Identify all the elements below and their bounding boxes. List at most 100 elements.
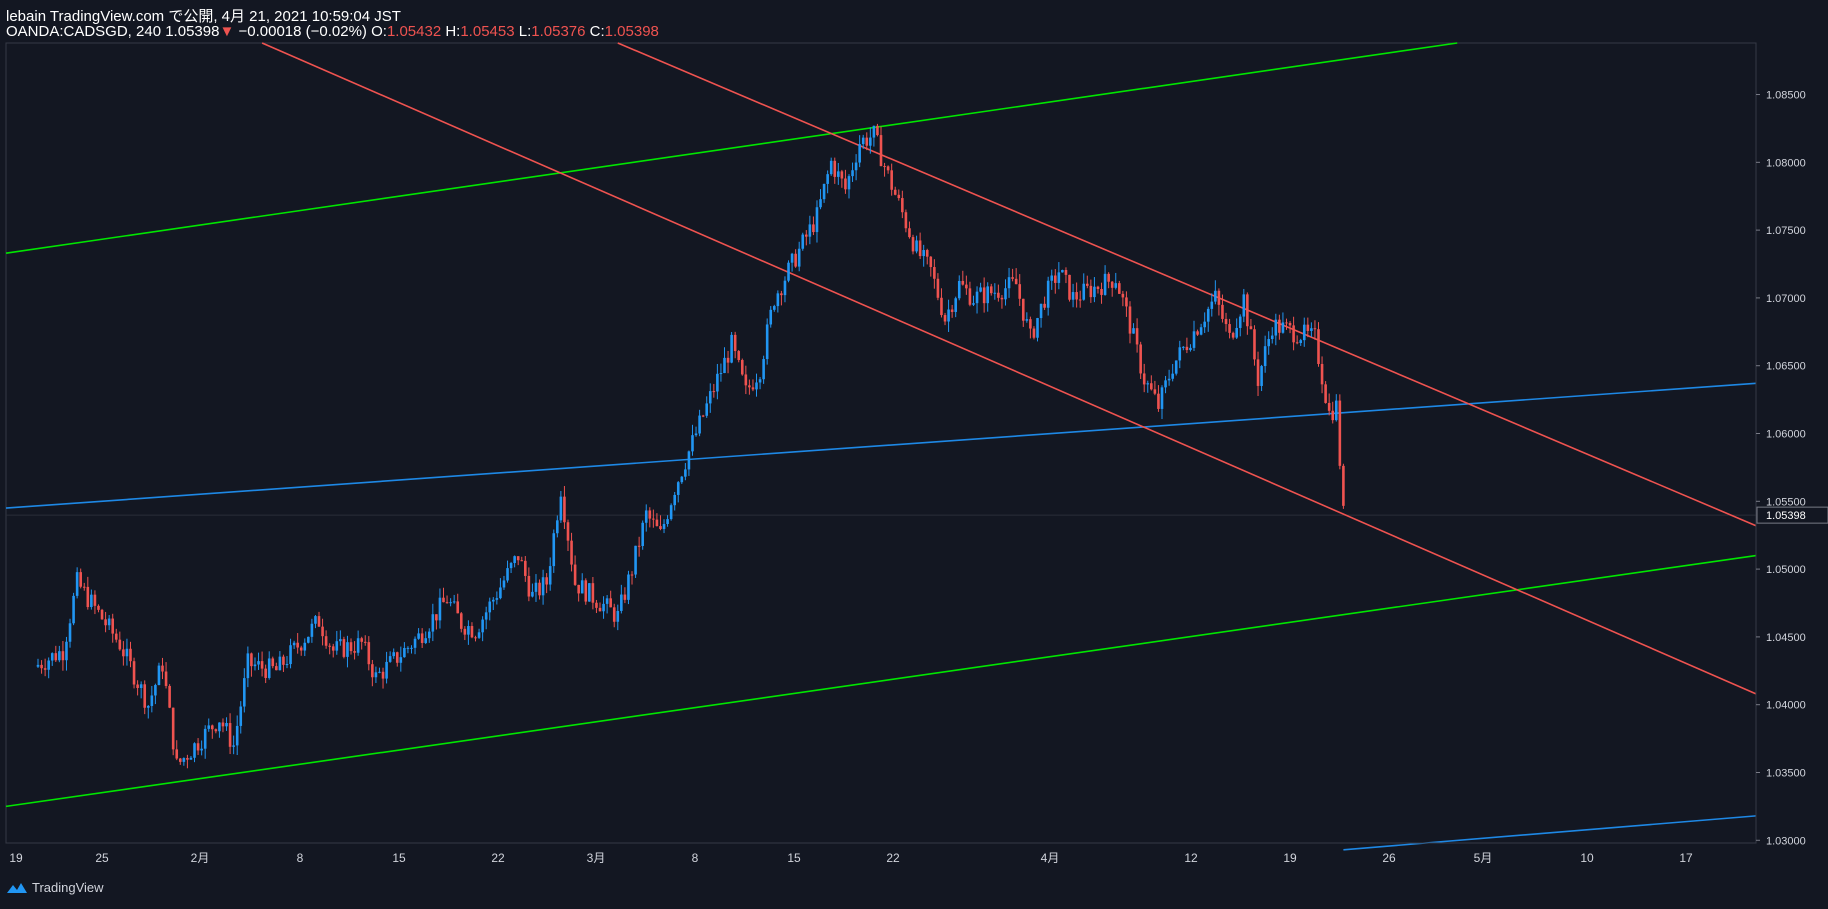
candle bbox=[114, 628, 118, 643]
candle-body bbox=[97, 605, 100, 610]
candle bbox=[584, 578, 588, 605]
candle-body bbox=[449, 602, 452, 604]
candle bbox=[1253, 325, 1256, 366]
candle-body bbox=[178, 758, 182, 762]
candle bbox=[82, 582, 86, 591]
candle-body bbox=[1167, 378, 1171, 381]
candle bbox=[769, 306, 773, 328]
candle bbox=[620, 584, 623, 614]
candle bbox=[1039, 303, 1043, 328]
y-tick-label: 1.05500 bbox=[1766, 496, 1806, 508]
candle-body bbox=[427, 631, 431, 639]
candle bbox=[58, 645, 61, 663]
candle-body bbox=[200, 748, 203, 751]
trendline-red-4[interactable] bbox=[261, 42, 1757, 695]
candle-body bbox=[459, 613, 463, 629]
candle-body bbox=[1153, 389, 1157, 394]
candle-body bbox=[1107, 273, 1110, 282]
candle bbox=[1107, 272, 1110, 289]
candle-body bbox=[1036, 318, 1039, 338]
candle-body bbox=[1206, 308, 1210, 322]
ohlc-legend: OANDA:CADSGD, 240 1.05398▼ −0.00018 (−0.… bbox=[6, 23, 659, 40]
candle-body bbox=[246, 653, 250, 679]
candle-body bbox=[524, 560, 527, 576]
candle-body bbox=[662, 524, 666, 529]
candle-body bbox=[417, 633, 420, 639]
candle-body bbox=[901, 198, 904, 213]
candle-body bbox=[289, 645, 292, 665]
candle bbox=[211, 724, 214, 739]
candle-body bbox=[993, 292, 997, 294]
trendline-green-1[interactable] bbox=[5, 554, 1757, 808]
candle-body bbox=[915, 240, 918, 252]
candle bbox=[1014, 268, 1018, 285]
candle-body bbox=[203, 728, 207, 749]
candle-body bbox=[499, 587, 502, 599]
candle-body bbox=[659, 526, 662, 529]
candle bbox=[623, 587, 627, 604]
low-label: L: bbox=[518, 23, 532, 40]
candle-body bbox=[545, 577, 548, 585]
candle-body bbox=[612, 607, 616, 622]
trendline-blue-2[interactable] bbox=[5, 382, 1757, 509]
candle-body bbox=[1295, 342, 1299, 344]
candle-body bbox=[588, 583, 591, 602]
candle bbox=[467, 620, 470, 645]
trendline-red-5[interactable] bbox=[617, 42, 1757, 527]
candle-body bbox=[822, 183, 826, 200]
candle bbox=[488, 597, 492, 621]
candle bbox=[954, 296, 957, 318]
candle-body bbox=[285, 664, 289, 666]
candle-body bbox=[314, 616, 317, 624]
candle bbox=[822, 183, 826, 203]
candle bbox=[947, 299, 950, 332]
candle bbox=[413, 636, 417, 655]
candle bbox=[1050, 269, 1054, 290]
candle-body bbox=[36, 664, 40, 667]
candle bbox=[616, 604, 620, 631]
candle-body bbox=[1317, 329, 1320, 364]
candle-body bbox=[406, 647, 410, 649]
candle bbox=[666, 515, 669, 527]
candle-body bbox=[840, 171, 844, 179]
candle-body bbox=[1310, 328, 1313, 331]
candle bbox=[904, 209, 908, 233]
candle bbox=[445, 595, 449, 604]
candle bbox=[1270, 327, 1274, 344]
candle bbox=[691, 424, 694, 456]
candle bbox=[989, 283, 993, 296]
candle-body bbox=[399, 657, 403, 663]
candle-body bbox=[620, 594, 623, 611]
candle bbox=[609, 590, 612, 608]
candle-body bbox=[986, 286, 990, 304]
candle-body bbox=[157, 665, 161, 686]
candle bbox=[986, 282, 990, 312]
candle-body bbox=[943, 315, 947, 322]
candle bbox=[716, 363, 719, 400]
candle-body bbox=[1178, 347, 1182, 361]
candle-body bbox=[676, 482, 680, 495]
candle bbox=[196, 738, 200, 755]
candle-body bbox=[139, 684, 143, 688]
candle bbox=[772, 304, 776, 312]
candle-body bbox=[851, 170, 854, 177]
symbol-label: OANDA:CADSGD, 240 bbox=[6, 23, 162, 40]
candle-body bbox=[1011, 277, 1014, 279]
candle bbox=[1157, 385, 1160, 412]
candle bbox=[47, 657, 50, 679]
candle bbox=[915, 235, 918, 254]
candle bbox=[943, 312, 947, 326]
candle-body bbox=[296, 642, 299, 648]
candle bbox=[285, 656, 289, 669]
candle bbox=[1086, 275, 1089, 289]
trendline-blue-3[interactable] bbox=[1343, 815, 1757, 851]
tradingview-brand[interactable]: TradingView bbox=[6, 880, 104, 895]
candle bbox=[819, 189, 822, 210]
candle bbox=[1103, 265, 1107, 296]
trendline-green-0[interactable] bbox=[5, 42, 1458, 254]
candle bbox=[918, 232, 922, 260]
candle-body bbox=[353, 651, 356, 653]
candle bbox=[136, 680, 139, 696]
candle-body bbox=[698, 415, 701, 434]
